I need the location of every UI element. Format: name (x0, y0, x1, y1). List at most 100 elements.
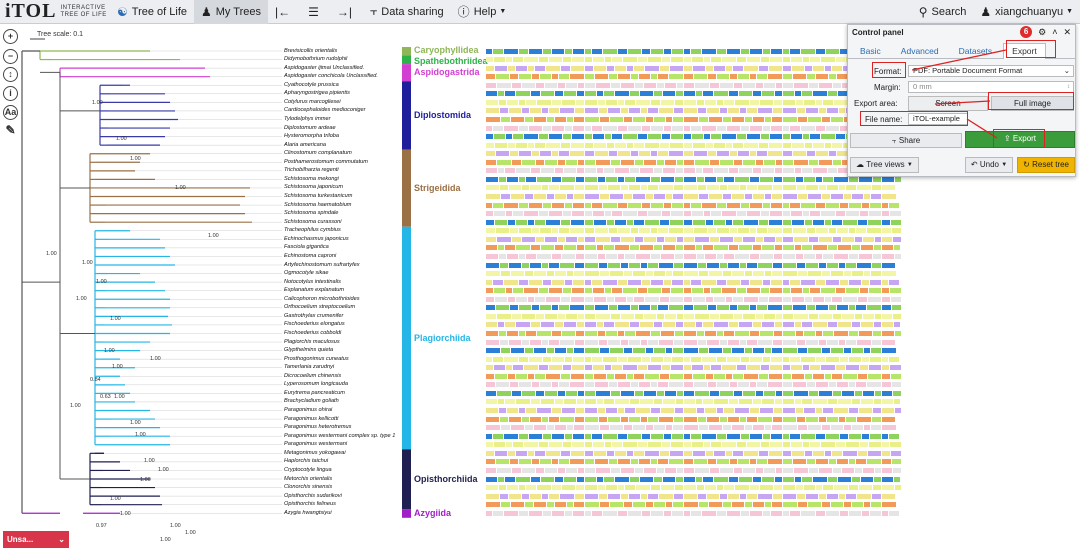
domain-box (565, 433, 572, 439)
tab-datasets[interactable]: Datasets (958, 46, 993, 56)
taxon-label[interactable]: Glypthelmins quieta (284, 347, 334, 354)
file-name-input[interactable]: iTOL-example (908, 113, 968, 125)
taxon-label[interactable]: Paragonimus kellicotti (284, 415, 339, 422)
taxon-label[interactable]: Apharyngostrigea pipientis (284, 90, 350, 97)
taxon-label[interactable]: Clinostomum complanatum (284, 150, 352, 157)
screen-button[interactable]: Screen (908, 96, 988, 111)
taxon-label[interactable]: Explanatum explanatum (284, 287, 345, 294)
group-label[interactable]: Caryophyllidea (414, 45, 479, 55)
tree-of-life-button[interactable]: ☯ Tree of Life (117, 4, 187, 19)
taxon-label[interactable]: Ogmocotyle sikae (284, 270, 329, 277)
taxon-label[interactable]: Lyperosomum longicauda (284, 381, 348, 388)
full-image-button[interactable]: Full image (991, 96, 1074, 111)
close-icon[interactable]: ✕ (1063, 26, 1071, 37)
taxon-label[interactable]: Tylodelphys immer (284, 115, 331, 122)
taxon-label[interactable]: Paragonimus westermani complex sp. type … (284, 432, 396, 439)
taxon-label[interactable]: Plagiorchis maculosus (284, 338, 340, 345)
tab-export[interactable]: Export (1003, 43, 1046, 59)
taxon-label[interactable]: Tracheophilus cymbius (284, 227, 341, 234)
unsaved-warning[interactable]: Unsa... ⌄ (3, 531, 69, 548)
taxon-label[interactable]: Fischoederius cobboldi (284, 329, 342, 336)
taxon-label[interactable]: Paragonimus ohirai (284, 407, 333, 414)
taxon-label[interactable]: Aspidogaster ijimai Unclassified. (284, 64, 365, 71)
taxon-label[interactable]: Aspidogaster conchicola Unclassified. (284, 73, 378, 80)
margin-input[interactable]: 0 mm ↕ (908, 81, 1074, 93)
group-label[interactable]: Diplostomida (414, 110, 472, 121)
taxon-label[interactable]: Posthamerostomum commutatum (284, 158, 368, 165)
format-select[interactable]: PDF: Portable Document Format ⌄ (908, 65, 1074, 77)
collapse-right-button[interactable]: →| (330, 0, 363, 24)
taxon-label[interactable]: Metorchis orientalis (284, 475, 333, 482)
taxon-label[interactable]: Brevisicollis orientalis (284, 47, 338, 54)
domain-box (684, 99, 696, 105)
taxon-label[interactable]: Prosthogonimus cuneatus (284, 355, 349, 362)
taxon-label[interactable]: Metagonimus yokogawai (284, 449, 346, 456)
taxon-label[interactable]: Echinochasmus japonicus (284, 235, 349, 242)
taxon-label[interactable]: Clonorchis sinensis (284, 484, 333, 491)
search-button[interactable]: ⚲ Search (918, 4, 967, 19)
group-label[interactable]: Opisthorchiida (414, 474, 478, 484)
taxon-label[interactable]: Notocotylus intestinalis (284, 278, 341, 285)
taxon-label[interactable]: Cryptocotyle lingua (284, 466, 332, 473)
taxon-label[interactable]: Paragonimus westermani (284, 441, 348, 448)
taxon-label[interactable]: Schistosoma japonicum (284, 184, 344, 191)
taxon-label[interactable]: Schistosoma curassoni (284, 218, 342, 225)
gear-icon[interactable]: ⚙ (1038, 26, 1047, 37)
tree-views-button[interactable]: ☁ Tree views ▼ (850, 157, 919, 173)
taxon-label[interactable]: Artyfechinostomum sufrartyfex (284, 261, 360, 268)
edit-pencil-icon[interactable]: ✎ (3, 124, 18, 139)
help-menu[interactable]: ⓘ Help ▼ (457, 5, 507, 19)
taxon-label[interactable]: Trichobilharzia regenti (284, 167, 339, 174)
itol-logo[interactable]: iTOL INTERACTIVE TREE OF LIFE (0, 0, 110, 23)
taxon-label[interactable]: Opisthorchis sudarikovi (284, 492, 342, 499)
taxon-label[interactable]: Didymobothrium rudolphii (284, 56, 348, 63)
taxon-label[interactable]: Dicrocoelium chinensis (284, 372, 342, 379)
taxon-label[interactable]: Paragonimus heterotremus (284, 424, 352, 431)
info-icon[interactable]: i (3, 86, 18, 101)
taxon-label[interactable]: Gastrothylax crumenifer (284, 312, 344, 319)
reset-tree-button[interactable]: ↻ Reset tree (1017, 157, 1075, 173)
taxon-label[interactable]: Opisthorchis felineus (284, 501, 336, 508)
taxon-label[interactable]: Brachycladium goliath (284, 398, 339, 405)
taxon-label[interactable]: Schistosoma turkestanicum (284, 193, 353, 200)
taxon-label[interactable]: Eurytrema pancreaticum (284, 389, 345, 396)
taxon-label[interactable]: Cotylurus marcogliesei (284, 98, 341, 105)
share-button[interactable]: ⫟ Share (850, 133, 962, 148)
user-menu[interactable]: ♟ xiangchuanyu ▼ (980, 4, 1073, 19)
taxon-label[interactable]: Echinostoma caproni (284, 252, 337, 259)
export-button[interactable]: ⇪ Export (965, 131, 1075, 148)
collapse-left-button[interactable]: |← (268, 0, 301, 24)
taxon-label[interactable]: Calicophoron microbothrioides (284, 295, 360, 302)
domain-box (629, 108, 640, 114)
my-trees-button[interactable]: ♟ My Trees (194, 0, 268, 24)
taxon-label[interactable]: Tamerlania zarudnyi (284, 364, 335, 371)
zoom-fit-icon[interactable]: ↕ (3, 67, 18, 82)
taxon-label[interactable]: Schistosoma mekongi (284, 175, 339, 182)
taxon-label[interactable]: Azygia hwangtsiyui (284, 509, 332, 516)
list-button[interactable]: ☰ (301, 0, 330, 24)
taxon-label[interactable]: Alaria americana (284, 141, 326, 148)
group-label[interactable]: Azygiida (414, 508, 452, 519)
taxon-label[interactable]: Fischoederius elongatus (284, 321, 345, 328)
data-sharing-button[interactable]: ⫟ Data sharing (370, 4, 444, 18)
text-zoom-icon[interactable]: Aa (3, 105, 18, 120)
taxon-label[interactable]: Hysteromorpha triloba (284, 133, 340, 140)
taxon-label[interactable]: Cyathocotyle prussica (284, 81, 339, 88)
tab-basic[interactable]: Basic (860, 46, 881, 56)
chevron-up-icon[interactable]: ˄ (1052, 27, 1058, 37)
zoom-out-icon[interactable]: − (3, 49, 18, 64)
taxon-label[interactable]: Schistosoma haematobium (284, 201, 352, 208)
group-label[interactable]: Strigeidida (414, 182, 461, 193)
taxon-label[interactable]: Cardiocephaloides medioconiger (284, 107, 366, 114)
undo-button[interactable]: ↶ Undo ▼ (964, 157, 1014, 173)
taxon-label[interactable]: Orthocoelium streptocoelium (284, 304, 356, 311)
taxon-label[interactable]: Fasciola gigantica (284, 244, 329, 251)
group-label[interactable]: Spathebothriidea (414, 55, 488, 66)
zoom-in-icon[interactable]: + (3, 29, 18, 44)
taxon-label[interactable]: Diplostomum ardeae (284, 124, 336, 131)
group-label[interactable]: Aspidogastrida (414, 67, 480, 78)
tab-advanced[interactable]: Advanced (900, 46, 939, 56)
group-label[interactable]: Plagiorchiida (414, 332, 471, 343)
taxon-label[interactable]: Schistosoma spindale (284, 210, 339, 217)
taxon-label[interactable]: Haplorchis taichui (284, 458, 329, 465)
